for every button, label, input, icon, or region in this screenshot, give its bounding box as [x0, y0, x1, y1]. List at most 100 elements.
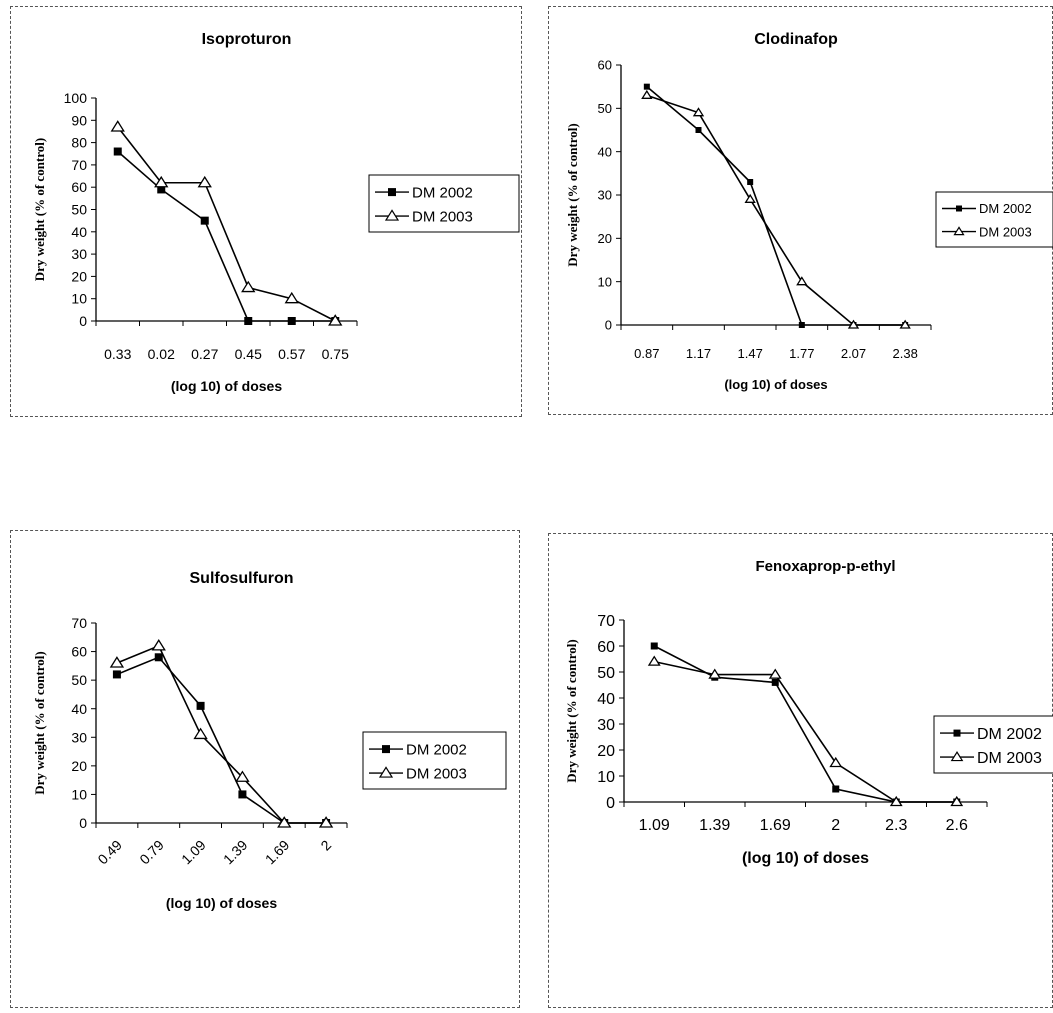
series-line	[116, 644, 327, 824]
legend-label: DM 2002	[412, 185, 473, 202]
data-point-triangle	[829, 756, 843, 768]
y-tick-label: 20	[71, 268, 87, 284]
y-tick-label: 40	[597, 691, 615, 708]
y-tick-label: 10	[71, 786, 87, 802]
data-point-square	[747, 179, 754, 185]
x-tick-label: 2	[831, 817, 840, 834]
data-point-triangle	[328, 314, 343, 326]
x-axis-label: (log 10) of doses	[166, 895, 277, 911]
data-point-triangle	[796, 276, 808, 286]
x-tick-label: 2.3	[885, 817, 907, 834]
x-tick-label: 1.77	[789, 346, 814, 361]
y-tick-label: 70	[71, 615, 87, 631]
data-point-triangle	[151, 639, 166, 651]
y-tick-label: 30	[71, 246, 87, 262]
data-point-square	[200, 216, 209, 225]
x-tick-label: 0.33	[104, 346, 131, 362]
chart-panel-isoproturon: Isoproturon 0 10 20 30 40 50 60 70 80 90 100 0.33 0.0…	[10, 6, 522, 417]
legend-label: DM 2003	[412, 208, 473, 225]
x-tick-label: 0.79	[136, 837, 167, 868]
y-axis-label: Dry weight (% of control)	[565, 123, 580, 266]
chart-fenoxaprop: Fenoxaprop-p-ethyl 0 10 20 30 40 50 60 70 1.09 1.3…	[564, 558, 1053, 867]
y-tick-label: 0	[79, 815, 87, 831]
chart-title: Fenoxaprop-p-ethyl	[755, 558, 895, 575]
chart-title: Sulfosulfuron	[190, 570, 294, 587]
chart-panel-fenoxaprop: Fenoxaprop-p-ethyl 0 10 20 30 40 50 60 70 1.09 1.3…	[548, 533, 1053, 1008]
y-tick-label: 100	[64, 90, 88, 106]
legend-marker-square	[382, 745, 390, 754]
y-tick-label: 50	[598, 101, 612, 116]
data-point-triangle	[708, 668, 722, 679]
y-tick-label: 50	[71, 672, 87, 688]
chart-panel-clodinafop: Clodinafop 0 10 20 30 40 50 60 0.87 1.17 1.47 1.77 2…	[548, 6, 1053, 415]
y-tick-label: 0	[605, 318, 612, 333]
data-point-triangle	[744, 193, 756, 203]
data-point-triangle	[193, 727, 208, 740]
legend-box	[935, 191, 1053, 248]
y-tick-label: 30	[71, 729, 87, 745]
chart-isoproturon: Isoproturon 0 10 20 30 40 50 60 70 80 90 100 0.33 0.0…	[32, 31, 520, 394]
y-tick-label: 20	[598, 231, 612, 246]
data-point-square	[287, 317, 296, 325]
y-tick-label: 20	[597, 743, 615, 760]
y-tick-label: 10	[71, 291, 87, 307]
legend-label: DM 2002	[406, 742, 467, 759]
data-point-triangle	[197, 175, 212, 188]
legend-label: DM 2002	[979, 201, 1032, 216]
y-tick-label: 0	[606, 795, 615, 812]
x-tick-label: 1.39	[220, 837, 251, 868]
data-point-square	[650, 642, 658, 650]
data-point-square	[112, 670, 121, 679]
legend-label: DM 2002	[977, 726, 1042, 743]
series-line	[646, 94, 906, 326]
data-point-square	[832, 785, 840, 793]
series-line	[117, 150, 336, 322]
data-point-triangle	[641, 89, 653, 99]
data-point-triangle	[950, 795, 964, 807]
data-point-square	[196, 701, 205, 710]
y-tick-label: 10	[597, 769, 615, 786]
data-point-triangle	[241, 280, 256, 293]
x-tick-label: 2.6	[946, 817, 968, 834]
y-axis-label: Dry weight (% of control)	[32, 651, 47, 794]
series-line	[654, 660, 957, 803]
x-tick-label: 2.38	[893, 346, 918, 361]
x-tick-label: 1.69	[760, 817, 791, 834]
series-line	[117, 126, 336, 322]
legend-marker-triangle	[953, 226, 965, 236]
legend-marker-triangle	[384, 209, 400, 221]
x-tick-label: 0.02	[148, 346, 175, 362]
x-tick-label: 0.27	[191, 346, 218, 362]
y-tick-label: 30	[597, 717, 615, 734]
y-tick-label: 20	[71, 758, 87, 774]
legend-marker-square	[953, 729, 961, 737]
legend-label: DM 2003	[979, 224, 1032, 239]
legend-marker-triangle	[378, 766, 394, 778]
y-tick-label: 10	[598, 274, 612, 289]
x-tick-label: 0.75	[322, 346, 349, 362]
chart-sulfosulfuron: Sulfosulfuron 0 10 20 30 40 50 60 70 0.49 0.79 1.09…	[32, 570, 507, 911]
series-line	[116, 656, 327, 824]
data-point-triangle	[235, 770, 250, 782]
data-point-triangle	[847, 319, 860, 329]
y-tick-label: 60	[71, 644, 87, 660]
x-tick-label: 0.49	[94, 837, 125, 868]
data-point-triangle	[110, 120, 125, 132]
series-line	[646, 86, 906, 326]
x-tick-label: 1.17	[686, 346, 711, 361]
legend-marker-square	[956, 205, 962, 212]
x-axis-label: (log 10) of doses	[171, 378, 282, 394]
x-tick-label: 2.07	[841, 346, 866, 361]
legend-label: DM 2003	[977, 750, 1042, 767]
x-tick-label: 1.47	[738, 346, 763, 361]
data-point-triangle	[284, 291, 299, 304]
chart-panel-sulfosulfuron: Sulfosulfuron 0 10 20 30 40 50 60 70 0.49 0.79 1.09…	[10, 530, 520, 1008]
data-point-square	[643, 83, 650, 90]
y-tick-label: 60	[71, 179, 87, 195]
x-tick-label: 1.09	[639, 817, 670, 834]
data-point-square	[244, 317, 253, 325]
y-axis-label: Dry weight (% of control)	[32, 138, 47, 281]
data-point-triangle	[318, 816, 334, 828]
data-point-square	[157, 185, 166, 194]
y-tick-label: 60	[598, 58, 612, 73]
